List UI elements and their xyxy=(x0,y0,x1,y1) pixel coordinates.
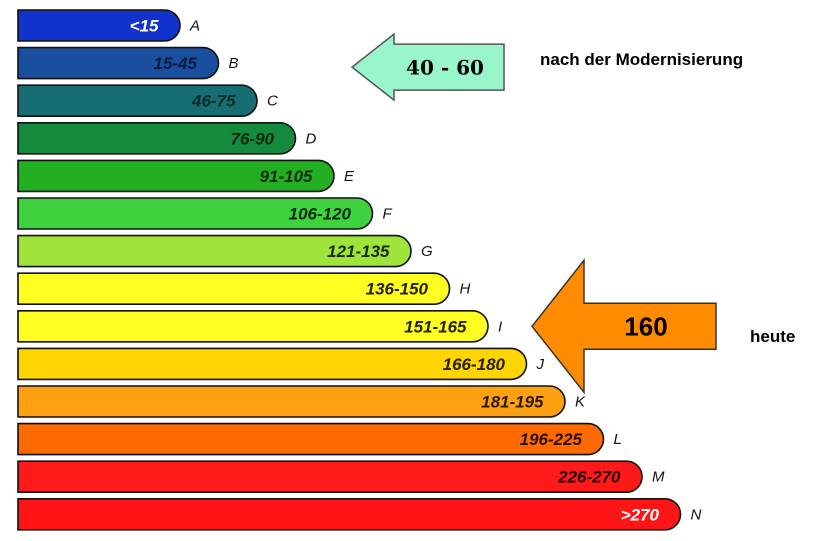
energy-class-range-label: 166-180 xyxy=(443,355,506,374)
energy-class-bar xyxy=(17,272,451,305)
marker-after-modernisation: 40 - 60 xyxy=(350,32,505,102)
energy-class-letter: E xyxy=(344,168,355,185)
energy-class-bar xyxy=(17,310,489,343)
energy-class-letter: H xyxy=(460,281,471,298)
energy-class-b: 15-45 B xyxy=(17,46,239,80)
energy-class-range-label: 121-135 xyxy=(327,242,390,261)
energy-class-range-label: <15 xyxy=(130,17,159,36)
energy-class-e: 91-105 E xyxy=(17,159,355,193)
energy-class-letter: A xyxy=(189,18,200,35)
energy-class-letter: L xyxy=(614,431,622,448)
energy-class-f: 106-120 F xyxy=(17,197,393,230)
energy-class-bar xyxy=(17,122,297,155)
energy-class-bars: <15 A 15-45 B 46-75 C 76-90 D 91-105 E 106-120 F 121… xyxy=(17,9,702,531)
energy-class-bar xyxy=(17,159,335,193)
energy-class-bar xyxy=(17,234,412,268)
energy-class-range-label: 136-150 xyxy=(366,280,429,299)
note-today: heute xyxy=(750,327,796,346)
energy-class-a: <15 A xyxy=(17,9,200,42)
marker-arrows: 40 - 60 160 xyxy=(350,32,717,395)
energy-class-range-label: 226-270 xyxy=(557,468,621,487)
energy-class-j: 166-180 J xyxy=(17,347,545,381)
energy-class-c: 46-75 C xyxy=(17,84,278,117)
energy-class-h: 136-150 H xyxy=(17,272,471,305)
energy-class-range-label: 15-45 xyxy=(154,54,198,73)
energy-class-letter: J xyxy=(536,356,545,373)
energy-class-g: 121-135 G xyxy=(17,234,433,268)
energy-class-letter: N xyxy=(691,506,702,523)
energy-class-letter: F xyxy=(383,206,393,223)
energy-class-bar xyxy=(17,84,258,117)
energy-class-l: 196-225 L xyxy=(17,422,622,456)
energy-class-bar xyxy=(17,9,181,42)
marker-value-label: 40 - 60 xyxy=(406,55,484,79)
energy-class-bar xyxy=(17,422,605,456)
energy-class-m: 226-270 M xyxy=(17,460,665,493)
marker-arrow-shape xyxy=(350,32,505,102)
energy-class-letter: M xyxy=(652,469,665,486)
energy-class-letter: D xyxy=(306,130,317,147)
energy-class-range-label: 106-120 xyxy=(289,205,352,224)
energy-class-bar xyxy=(17,197,374,230)
energy-class-n: >270 N xyxy=(17,498,702,531)
energy-class-bar xyxy=(17,385,566,418)
energy-class-letter: K xyxy=(575,394,586,411)
energy-class-range-label: 196-225 xyxy=(520,430,583,449)
energy-class-letter: C xyxy=(267,93,278,110)
energy-class-bar xyxy=(17,46,220,80)
energy-class-bar xyxy=(17,347,528,381)
energy-class-letter: I xyxy=(498,318,502,335)
energy-class-k: 181-195 K xyxy=(17,385,586,418)
energy-class-range-label: 91-105 xyxy=(260,167,313,186)
energy-class-d: 76-90 D xyxy=(17,122,317,155)
energy-class-letter: B xyxy=(229,55,239,72)
energy-class-bar xyxy=(17,460,643,493)
marker-value-label: 160 xyxy=(624,312,667,342)
energy-class-i: 151-165 I xyxy=(17,310,502,343)
note-after-modernisation: nach der Modernisierung xyxy=(540,50,744,69)
energy-class-range-label: 76-90 xyxy=(231,129,275,148)
energy-class-letter: G xyxy=(421,243,433,260)
marker-today: 160 xyxy=(531,258,717,395)
energy-class-bar xyxy=(17,498,682,531)
marker-arrow-shape xyxy=(531,258,717,395)
energy-class-range-label: >270 xyxy=(621,505,660,524)
energy-class-range-label: 46-75 xyxy=(191,92,236,111)
energy-class-range-label: 181-195 xyxy=(481,393,544,412)
energy-class-range-label: 151-165 xyxy=(404,317,467,336)
